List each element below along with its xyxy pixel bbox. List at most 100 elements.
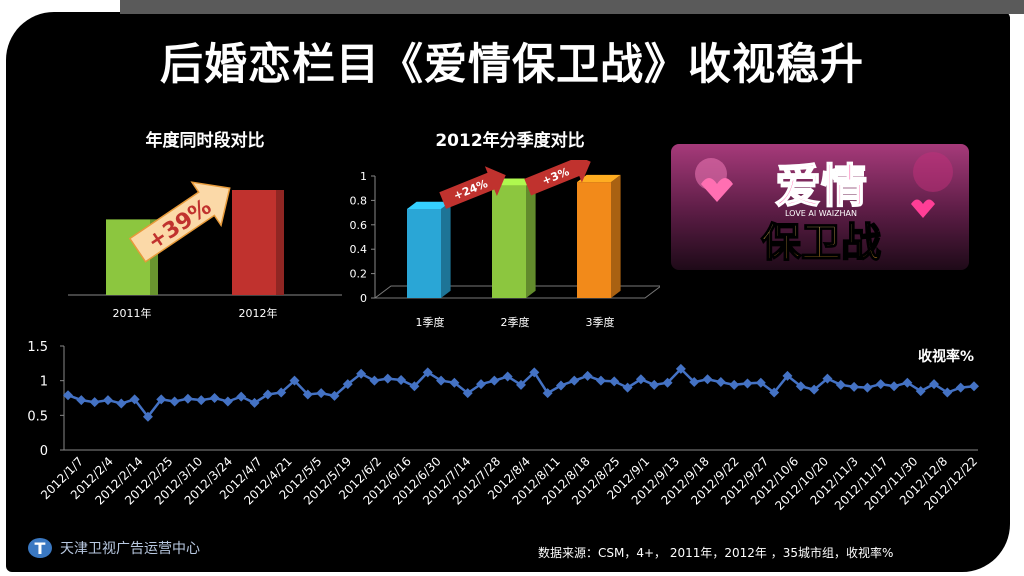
data-point (356, 368, 367, 379)
data-point (76, 395, 87, 406)
data-point (635, 374, 646, 385)
y-tick-label: 0.5 (27, 409, 48, 424)
program-logo-pinyin: LOVE AI WAIZHAN (785, 209, 857, 218)
series-line (67, 367, 975, 419)
data-point (755, 377, 766, 388)
bar-shade-1 (276, 190, 284, 295)
top-bar (120, 0, 1024, 14)
data-point (196, 395, 207, 406)
data-point (89, 397, 100, 408)
data-point (316, 388, 327, 399)
data-point (462, 388, 473, 399)
bar-side-1 (526, 178, 536, 298)
data-point (702, 374, 713, 385)
data-point (915, 386, 926, 397)
data-point (969, 381, 979, 392)
data-point (342, 379, 353, 390)
data-point (782, 370, 793, 381)
data-point (595, 375, 606, 386)
bar-0 (407, 208, 441, 298)
y-tick-label: 1.5 (27, 340, 48, 355)
data-point (182, 393, 193, 404)
data-point (329, 390, 340, 401)
data-point (662, 377, 673, 388)
data-point (409, 381, 420, 392)
data-point (449, 377, 460, 388)
y-tick-label: 1 (40, 375, 48, 390)
y-tick-label: 0.6 (350, 219, 368, 232)
data-point (236, 391, 247, 402)
data-point (582, 370, 593, 381)
data-point (822, 373, 833, 384)
bar-top-0 (407, 201, 451, 209)
data-point (955, 382, 966, 393)
data-point (262, 389, 273, 400)
bar-top-2 (577, 174, 621, 183)
data-point (116, 398, 127, 409)
quarterly-comparison-chart: 0 0.2 0.4 0.6 0.8 1 1季度 2季度 3季度 +24% +3% (350, 160, 660, 329)
y-tick-label: 0.8 (350, 194, 368, 207)
data-point (875, 379, 886, 390)
weekly-rating-line-chart: 00.511.5收视率%2012/1/72012/2/42012/2/14201… (27, 340, 980, 513)
station-logo-text: 天津卫视广告运营中心 (60, 541, 200, 557)
data-point (422, 367, 433, 378)
bar-side-2 (611, 174, 621, 298)
data-point (249, 397, 260, 408)
data-point (382, 373, 393, 384)
data-point (649, 379, 660, 390)
data-point (849, 381, 860, 392)
program-logo-subtitle: 保卫战 (761, 220, 881, 266)
x-tick-label: 2011年 (113, 306, 152, 320)
data-point (476, 379, 487, 390)
data-point (929, 379, 940, 390)
program-logo-title: 爱情 (775, 159, 867, 213)
y-tick-label: 1 (360, 170, 367, 183)
annual-chart-title: 年度同时段对比 (145, 131, 265, 151)
data-point (862, 382, 873, 393)
quarter-growth-arrow: +24% (439, 166, 506, 209)
x-tick-label: 2季度 (501, 315, 530, 329)
data-point (795, 381, 806, 392)
data-point (529, 367, 540, 378)
data-point (902, 377, 913, 388)
annual-comparison-chart: 2011年 2012年 +39% (68, 181, 342, 320)
data-point (942, 387, 953, 398)
quarter-growth-arrow-shape (439, 166, 506, 209)
data-point (689, 377, 700, 388)
quarter-growth-arrow-shape (524, 160, 591, 196)
bar-1 (232, 190, 284, 295)
quarter-growth-arrow: +3% (524, 160, 591, 196)
y-tick-label: 0 (40, 444, 48, 459)
station-logo: T 天津卫视广告运营中心 (26, 536, 200, 560)
data-point (369, 375, 380, 386)
data-point (156, 394, 167, 405)
legend-label: 收视率% (918, 348, 974, 365)
data-point (542, 388, 553, 399)
y-tick-label: 0.2 (350, 268, 368, 281)
bar-shade-0 (150, 219, 158, 295)
data-point (809, 384, 820, 395)
data-point (302, 389, 313, 400)
data-point (129, 394, 140, 405)
data-point (555, 380, 566, 391)
growth-arrow-shape (128, 181, 231, 263)
y-tick-label: 0 (360, 292, 367, 305)
data-source-note: 数据来源：CSM，4+， 2011年，2012年 ，35城市组，收视率% (538, 546, 894, 560)
data-point (289, 375, 300, 386)
data-point (729, 379, 740, 390)
quarterly-chart-title: 2012年分季度对比 (435, 131, 585, 151)
x-tick-label: 1季度 (416, 315, 445, 329)
data-point (396, 374, 407, 385)
data-point (569, 375, 580, 386)
data-point (516, 379, 526, 390)
data-point (222, 396, 233, 407)
data-point (276, 387, 287, 398)
data-point (889, 381, 900, 392)
data-point (489, 375, 500, 386)
data-point (742, 378, 753, 389)
bar-2 (577, 182, 611, 298)
data-point (142, 411, 153, 422)
data-point (675, 363, 686, 374)
data-point (622, 382, 633, 393)
